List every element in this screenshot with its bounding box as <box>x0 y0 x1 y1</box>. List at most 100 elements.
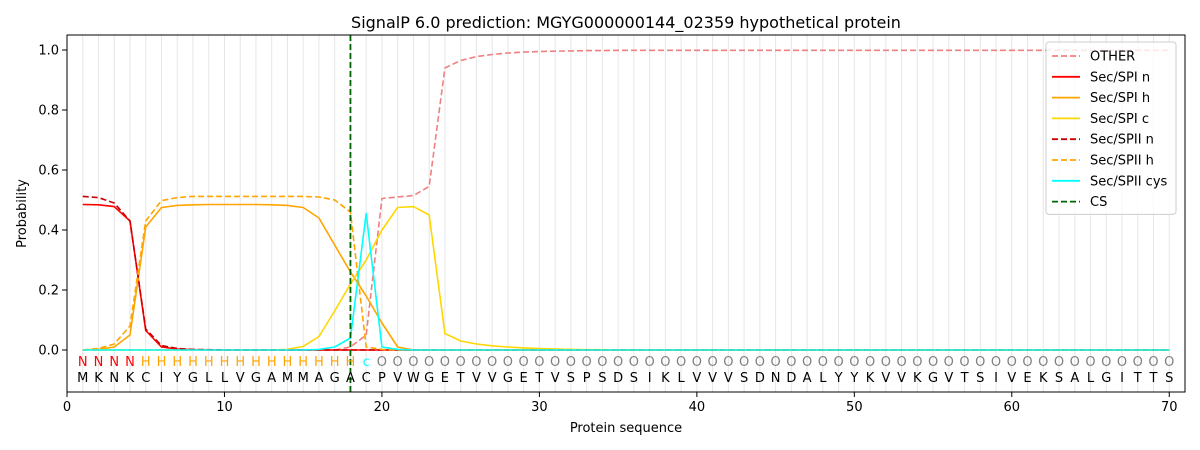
prediction-label: O <box>959 355 969 370</box>
prediction-label: O <box>471 355 481 370</box>
prediction-label: H <box>220 355 230 370</box>
y-tick-label: 0.2 <box>38 284 59 299</box>
prediction-label: O <box>881 355 891 370</box>
sequence-residue: L <box>205 371 213 386</box>
prediction-label: O <box>408 355 418 370</box>
prediction-label: O <box>802 355 812 370</box>
prediction-label: O <box>833 355 843 370</box>
sequence-residue: T <box>960 371 969 386</box>
x-axis-label: Protein sequence <box>570 421 682 436</box>
series-line-sec-spii-h <box>82 195 1170 351</box>
y-tick-label: 0.0 <box>38 344 59 359</box>
legend-label: Sec/SPI c <box>1090 112 1149 127</box>
prediction-label: H <box>330 355 340 370</box>
sequence-residue: T <box>1133 371 1142 386</box>
prediction-label: O <box>582 355 592 370</box>
sequence-residue: K <box>866 371 875 386</box>
sequence-residue: V <box>897 371 906 386</box>
sequence-residue: D <box>613 371 623 386</box>
sequence-residue: K <box>661 371 670 386</box>
legend-label: CS <box>1090 195 1107 210</box>
x-tick-label: 30 <box>531 400 548 415</box>
sequence-residue: S <box>1055 371 1063 386</box>
sequence-residue: E <box>441 371 449 386</box>
sequence-residue: T <box>1149 371 1158 386</box>
sequence-residue: V <box>944 371 953 386</box>
sequence-residue: I <box>648 371 652 386</box>
y-tick-label: 0.8 <box>38 104 59 119</box>
y-axis-label: Probability <box>15 179 30 248</box>
prediction-label: H <box>267 355 277 370</box>
chart-title: SignalP 6.0 prediction: MGYG000000144_02… <box>351 13 901 33</box>
sequence-residue: E <box>1023 371 1031 386</box>
sequence-residue: K <box>126 371 135 386</box>
sequence-residue: K <box>913 371 922 386</box>
prediction-label: O <box>597 355 607 370</box>
prediction-label: O <box>991 355 1001 370</box>
prediction-label: O <box>1022 355 1032 370</box>
sequence-residue: S <box>740 371 748 386</box>
prediction-label: N <box>78 355 88 370</box>
prediction-label: O <box>707 355 717 370</box>
prediction-label: H <box>172 355 182 370</box>
prediction-label: O <box>865 355 875 370</box>
sequence-residue: Y <box>849 371 858 386</box>
sequence-residue: C <box>141 371 150 386</box>
prediction-label: O <box>676 355 686 370</box>
prediction-label: O <box>818 355 828 370</box>
sequence-residue: L <box>1087 371 1095 386</box>
sequence-residue: A <box>267 371 276 386</box>
sequence-residue: A <box>346 371 355 386</box>
prediction-label: O <box>1133 355 1143 370</box>
prediction-label: O <box>723 355 733 370</box>
prediction-label: O <box>944 355 954 370</box>
sequence-residue: L <box>819 371 827 386</box>
sequence-residue: V <box>708 371 717 386</box>
sequence-residue: I <box>160 371 164 386</box>
sequence-residue: V <box>1007 371 1016 386</box>
sequence-residue: L <box>677 371 685 386</box>
prediction-label: H <box>204 355 214 370</box>
y-tick-label: 0.4 <box>38 224 59 239</box>
series-line-sec-spi-n <box>82 203 1170 351</box>
prediction-label: O <box>928 355 938 370</box>
sequence-residue: M <box>77 371 88 386</box>
prediction-label: H <box>298 355 308 370</box>
sequence-residue: I <box>994 371 998 386</box>
prediction-label: O <box>1101 355 1111 370</box>
sequence-residue: N <box>109 371 119 386</box>
sequence-residue: G <box>424 371 434 386</box>
prediction-label: H <box>346 355 356 370</box>
prediction-label: N <box>94 355 104 370</box>
prediction-label: O <box>692 355 702 370</box>
prediction-label: O <box>896 355 906 370</box>
prediction-label: H <box>314 355 324 370</box>
y-tick-label: 0.6 <box>38 164 59 179</box>
sequence-residue: V <box>692 371 701 386</box>
prediction-label: O <box>519 355 529 370</box>
legend-label: Sec/SPII cys <box>1090 174 1168 189</box>
prediction-label: c <box>363 355 370 370</box>
sequence-residue: A <box>803 371 812 386</box>
sequence-residue: T <box>456 371 465 386</box>
sequence-residue: G <box>1101 371 1111 386</box>
y-tick-label: 1.0 <box>38 44 59 59</box>
sequence-residue: V <box>393 371 402 386</box>
sequence-residue: V <box>236 371 245 386</box>
x-tick-label: 50 <box>846 400 863 415</box>
prediction-label: O <box>534 355 544 370</box>
axes-layer: 0 10 20 30 40 50 60 70 0.0 0.2 0.4 0.6 0.8 1.0 <box>38 44 1177 416</box>
prediction-label: O <box>975 355 985 370</box>
prediction-label: O <box>1164 355 1174 370</box>
sequence-residue: W <box>407 371 420 386</box>
prediction-label: O <box>377 355 387 370</box>
sequence-residue: S <box>1165 371 1173 386</box>
legend-label: Sec/SPII n <box>1090 133 1154 148</box>
sequence-residue: K <box>1039 371 1048 386</box>
x-tick-label: 10 <box>216 400 233 415</box>
plot-frame <box>66 34 1186 393</box>
sequence-residue: Y <box>834 371 843 386</box>
sequence-residue: P <box>583 371 591 386</box>
sequence-residue: K <box>94 371 103 386</box>
